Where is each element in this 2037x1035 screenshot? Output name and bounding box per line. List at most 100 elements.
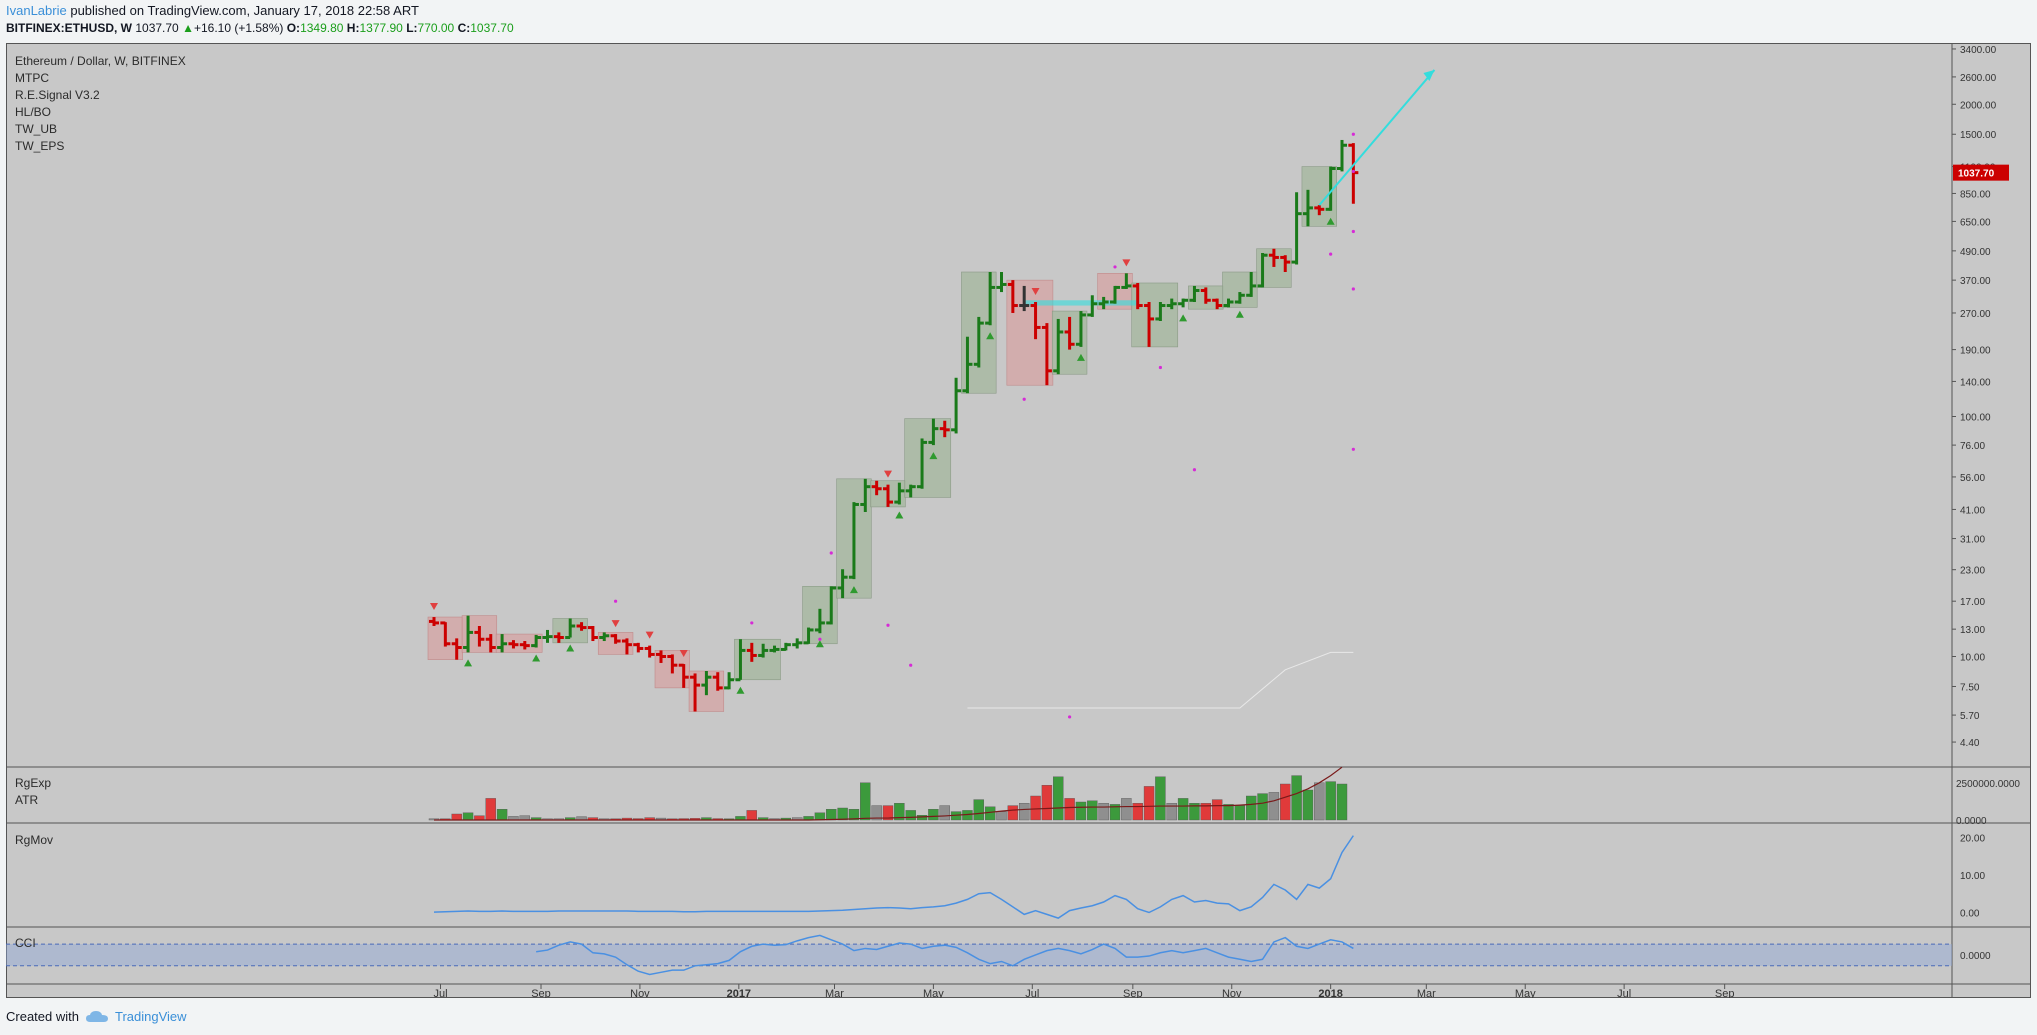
time-tick-label: Jul: [1025, 988, 1039, 998]
price-tick-label: 76.00: [1960, 441, 1985, 452]
close-label: C:: [457, 21, 471, 35]
volume-bar: [996, 811, 1007, 821]
sell-signal-icon: [430, 603, 438, 611]
legend-study[interactable]: TW_UB: [15, 122, 57, 136]
close-value: 1037.70: [470, 21, 514, 35]
volume-bar: [1257, 793, 1268, 821]
price-tick-label: 4.40: [1960, 738, 1980, 749]
time-tick-label: Mar: [825, 988, 844, 998]
price-tick-label: 23.00: [1960, 566, 1985, 577]
author-link[interactable]: IvanLabrie: [6, 3, 67, 18]
price-tick-label: 190.00: [1960, 346, 1991, 357]
rgmov-tick-label: 20.00: [1960, 834, 1985, 845]
rgexp-label: RgExp: [15, 776, 52, 790]
volume-tick-label: 0.0000: [1956, 816, 1987, 827]
buy-signal-icon: [566, 644, 575, 652]
signal-box: [1006, 279, 1054, 386]
volume-bar: [1064, 798, 1075, 821]
price-chart[interactable]: 3400.002600.002000.001500.001100.00850.0…: [6, 43, 2031, 998]
volume-pane-labels: RgExp ATR: [15, 775, 51, 809]
arrowhead-icon: [1423, 69, 1435, 81]
atr-label: ATR: [15, 793, 39, 807]
high-label: H:: [346, 21, 360, 35]
level-dot: [818, 637, 822, 641]
legend-study[interactable]: TW_EPS: [15, 139, 65, 153]
trailing-stop-line: [967, 651, 1354, 709]
rgmov-line: [433, 835, 1354, 919]
price-tick-label: 13.00: [1960, 625, 1985, 636]
legend-study[interactable]: MTPC: [15, 71, 49, 85]
high-value: 1377.90: [359, 21, 403, 35]
volume-bar: [860, 782, 871, 821]
volume-bar: [1211, 799, 1223, 821]
price-tick-label: 650.00: [1960, 217, 1991, 228]
sell-signal-icon: [1031, 287, 1040, 295]
price-tick-label: 100.00: [1960, 413, 1991, 424]
price-tick-label: 1500.00: [1960, 130, 1997, 141]
level-dot: [1351, 447, 1355, 451]
price-tick-label: 41.00: [1960, 505, 1985, 516]
rgmov-tick-label: 10.00: [1960, 871, 1985, 882]
volume-bar: [1302, 789, 1314, 821]
time-tick-label: Jul: [433, 988, 447, 998]
price-tick-label: 2000.00: [1960, 100, 1997, 111]
legend-study[interactable]: HL/BO: [15, 105, 52, 119]
volume-bar: [1268, 792, 1280, 821]
chart-legend: Ethereum / Dollar, W, BITFINEX MTPC R.E.…: [15, 53, 186, 155]
cci-tick-label: 0.0000: [1960, 951, 1991, 962]
volume-bar: [1234, 805, 1246, 821]
price-tick-label: 490.00: [1960, 247, 1991, 258]
buy-signal-icon: [929, 452, 938, 460]
volume-bar: [894, 803, 905, 821]
cci-band: [6, 944, 1952, 966]
cci-label: CCI: [15, 936, 36, 950]
volume-bar: [1336, 783, 1348, 821]
open-value: 1349.80: [300, 21, 344, 35]
volume-bar: [519, 815, 530, 821]
buy-signal-icon: [1235, 310, 1244, 318]
buy-signal-icon: [895, 511, 904, 519]
published-text: published on TradingView.com, January 17…: [70, 3, 419, 18]
volume-bar: [1177, 798, 1189, 821]
level-dot: [1113, 265, 1117, 269]
volume-bar: [485, 798, 496, 821]
price-tick-label: 2600.00: [1960, 73, 1997, 84]
volume-bar: [814, 812, 826, 821]
volume-bar: [1053, 776, 1064, 821]
tradingview-link[interactable]: TradingView: [114, 1009, 187, 1024]
volume-bar: [1143, 786, 1155, 821]
level-dot: [750, 621, 754, 625]
volume-bar: [1098, 803, 1109, 821]
open-label: O:: [286, 21, 301, 35]
volume-bar: [848, 809, 860, 821]
support-band: [1024, 300, 1138, 306]
buy-signal-icon: [1179, 314, 1188, 322]
volume-bar: [1109, 804, 1121, 821]
volume-bar: [939, 805, 950, 821]
volume-bar: [1291, 775, 1302, 821]
volume-bar: [837, 807, 848, 821]
tradingview-cloud-icon: [85, 1010, 108, 1022]
sell-signal-icon: [645, 631, 654, 639]
legend-study[interactable]: R.E.Signal V3.2: [15, 88, 100, 102]
volume-bar: [1325, 781, 1336, 821]
time-tick-label: Jul: [1617, 988, 1631, 998]
volume-bar: [496, 809, 508, 821]
volume-bar: [451, 813, 462, 821]
volume-bar: [905, 810, 916, 821]
sell-signal-icon: [884, 470, 892, 478]
volume-bar: [1245, 795, 1257, 821]
footer: Created with TradingView: [6, 1009, 187, 1024]
legend-title: Ethereum / Dollar, W, BITFINEX: [15, 54, 186, 68]
volume-bar: [1132, 803, 1143, 821]
level-dot: [1351, 287, 1355, 291]
volume-bar: [1314, 782, 1325, 821]
last-price-tag: [1953, 164, 2009, 181]
last-price-tag-label: 1037.70: [1958, 169, 1995, 180]
volume-bar: [1200, 803, 1212, 821]
price-tick-label: 370.00: [1960, 276, 1991, 287]
signal-box: [1131, 282, 1179, 348]
signal-box: [904, 418, 952, 498]
volume-bar: [1189, 803, 1200, 821]
time-tick-label: Sep: [1715, 988, 1735, 998]
